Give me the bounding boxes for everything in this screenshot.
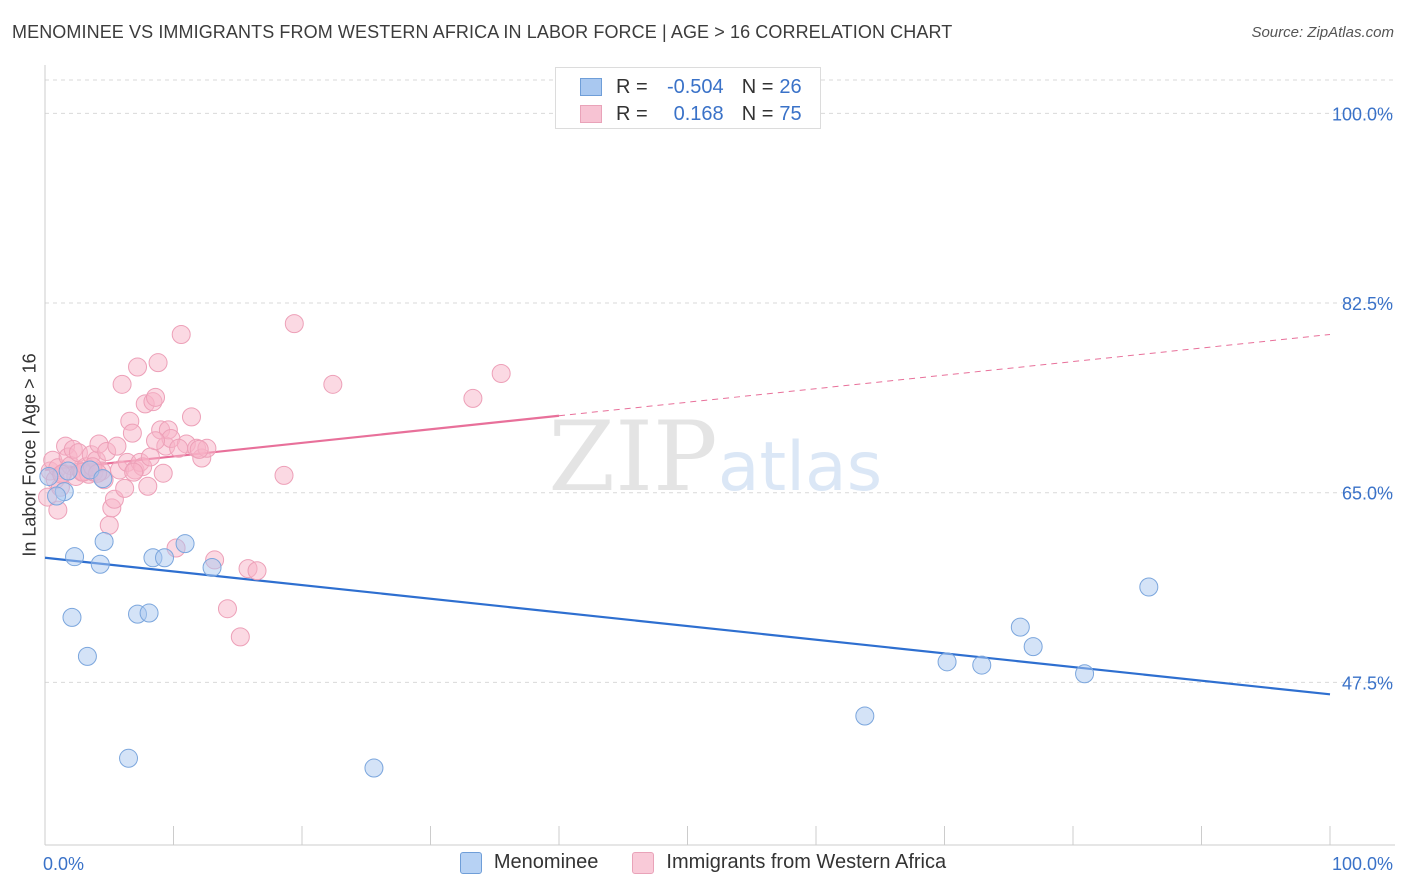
point-menominee — [364, 758, 384, 778]
point-western-africa — [99, 515, 119, 535]
x-tick-label: 100.0% — [1332, 854, 1393, 874]
point-western-africa — [153, 463, 173, 483]
series-legend-western-africa: Immigrants from Western Africa — [632, 851, 946, 874]
source-credit: Source: ZipAtlas.com — [1251, 24, 1394, 41]
point-western-africa — [146, 387, 166, 407]
watermark: ZIP atlas — [548, 401, 882, 513]
point-menominee — [1023, 637, 1043, 657]
y-tick-label: 100.0% — [1332, 104, 1393, 124]
point-western-africa — [171, 324, 191, 344]
legend-r-label: R = — [616, 102, 648, 125]
y-tick-label: 82.5% — [1342, 294, 1393, 314]
point-menominee — [1010, 617, 1030, 637]
point-western-africa — [128, 357, 148, 377]
point-menominee — [1075, 664, 1095, 684]
point-menominee — [47, 486, 67, 506]
data-points — [38, 314, 1159, 778]
point-western-africa — [247, 561, 267, 581]
point-menominee — [139, 603, 159, 623]
legend-r-value: -0.504 — [666, 75, 724, 98]
legend-n-label: N = — [741, 75, 774, 98]
legend-row-menominee: R = -0.504 N = 26 — [580, 73, 802, 101]
point-western-africa — [122, 423, 142, 443]
y-tick-label: 47.5% — [1342, 673, 1393, 693]
point-menominee — [202, 558, 222, 578]
point-western-africa — [491, 363, 511, 383]
point-western-africa — [112, 374, 132, 394]
point-western-africa — [230, 627, 250, 647]
point-western-africa — [169, 438, 189, 458]
point-menominee — [937, 652, 957, 672]
axes — [44, 65, 1395, 846]
y-axis-label: In Labor Force | Age > 16 — [19, 353, 40, 557]
legend-n-value: 26 — [779, 75, 802, 98]
point-western-africa — [115, 478, 135, 498]
watermark-zip: ZIP — [548, 401, 717, 513]
point-menominee — [1139, 577, 1159, 597]
legend-n-value: 75 — [779, 102, 802, 125]
tick-labels: 47.5% 65.0% 82.5% 100.0% 0.0% 100.0% — [43, 104, 1393, 874]
point-western-africa — [138, 476, 158, 496]
trend-line — [44, 556, 1331, 696]
point-menominee — [94, 532, 114, 552]
grid-lines — [45, 79, 1395, 683]
point-menominee — [93, 469, 113, 489]
series-legend: Menominee Immigrants from Western Africa — [0, 851, 1406, 874]
watermark-atlas: atlas — [718, 428, 882, 507]
legend-n-label: N = — [741, 102, 774, 125]
point-menominee — [855, 706, 875, 726]
point-western-africa — [284, 314, 304, 334]
point-menominee — [175, 534, 195, 554]
legend-swatch-blue — [580, 78, 602, 96]
point-menominee — [155, 548, 175, 568]
point-western-africa — [274, 465, 294, 485]
series-label: Menominee — [493, 851, 599, 873]
legend-r-label: R = — [616, 75, 648, 98]
point-menominee — [39, 466, 59, 486]
point-menominee — [90, 554, 110, 574]
point-western-africa — [181, 407, 201, 427]
point-western-africa — [140, 447, 160, 467]
point-western-africa — [217, 599, 237, 619]
legend-row-western-africa: R = 0.168 N = 75 — [580, 100, 802, 128]
point-menominee — [119, 748, 139, 768]
point-western-africa — [463, 388, 483, 408]
chart-title: MENOMINEE VS IMMIGRANTS FROM WESTERN AFR… — [12, 22, 953, 42]
series-swatch-blue — [459, 851, 482, 874]
correlation-legend: R = -0.504 N = 26 R = 0.168 N = 75 — [555, 67, 821, 129]
x-tick-label: 0.0% — [43, 854, 84, 874]
series-legend-menominee: Menominee — [459, 851, 599, 874]
point-menominee — [58, 461, 78, 481]
legend-swatch-pink — [580, 105, 602, 123]
point-western-africa — [146, 431, 166, 451]
series-swatch-pink — [632, 851, 655, 874]
series-label: Immigrants from Western Africa — [666, 851, 947, 873]
point-western-africa — [323, 374, 343, 394]
point-menominee — [972, 655, 992, 675]
y-tick-label: 65.0% — [1342, 484, 1393, 504]
legend-r-value: 0.168 — [673, 102, 724, 125]
point-western-africa — [148, 353, 168, 373]
point-menominee — [62, 607, 82, 627]
trend-line-extrapolated — [558, 333, 1331, 417]
point-menominee — [77, 646, 97, 666]
point-western-africa — [189, 439, 209, 459]
point-western-africa — [124, 462, 144, 482]
point-menominee — [65, 547, 85, 567]
point-western-africa — [107, 436, 127, 456]
